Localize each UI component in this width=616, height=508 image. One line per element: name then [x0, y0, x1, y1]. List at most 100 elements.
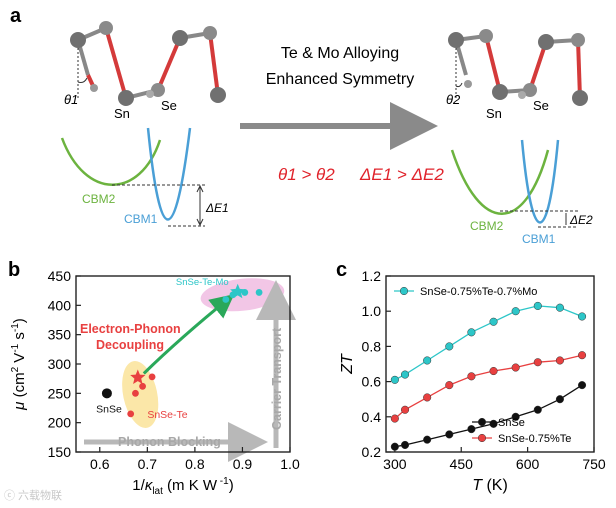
panel-c-xlabel: T (K) — [472, 477, 508, 494]
panel-c-xtick-label: 750 — [582, 456, 606, 472]
theta-relation: θ1 > θ2 — [278, 165, 335, 184]
star-marker-2 — [230, 283, 246, 299]
energy-relation: ΔE1 > ΔE2 — [359, 165, 444, 184]
panel-b-xtick-label: 1.0 — [280, 456, 300, 472]
panel-b-xlabel: 1/κlat (m K W -1) — [132, 476, 233, 497]
point-snse — [578, 381, 587, 390]
panel-c-ytick-label: 0.2 — [362, 444, 382, 460]
decoupling-arrow — [142, 294, 235, 375]
point-snse-te-mo — [255, 289, 263, 296]
panel-b-ylabel: μ (cm2 V-1 s-1) — [10, 318, 28, 411]
panel-b-ytick-label: 150 — [48, 444, 72, 460]
star-marker-1 — [130, 369, 146, 384]
cbm2-curve-left — [60, 137, 162, 186]
cbm2-label-left: CBM2 — [82, 192, 116, 206]
panel-c-axes: 300 450 600 750 0.2 0.4 0.6 0.8 1.0 1.2 ZT T (K) — [339, 268, 606, 494]
point-snse-0-75-te-0-7-mo — [423, 356, 432, 365]
point-snse — [555, 395, 564, 404]
panel-c-marks — [390, 301, 587, 451]
point-snse-0-75-te-0-7-mo — [578, 312, 587, 321]
sn-label-left: Sn — [114, 106, 130, 121]
legend-label-snse: SnSe — [498, 417, 525, 429]
point-snse — [533, 405, 542, 414]
point-snse-te — [132, 389, 139, 397]
point-snse-0-75-te-0-7-mo — [533, 301, 542, 310]
point-snse-0-75-te-0-7-mo — [511, 307, 520, 316]
panel-b-ytick-label: 250 — [48, 385, 72, 401]
line-snse — [394, 384, 583, 448]
watermark: ⓒ 六载物联 — [4, 490, 63, 502]
sn-label-right: Sn — [486, 106, 502, 121]
point-snse-0-75-te — [511, 363, 520, 372]
delta-e1-label: ΔE1 — [205, 201, 229, 215]
alloying-text: Te & Mo Alloying — [281, 45, 399, 62]
point-snse-0-75-te-0-7-mo — [400, 370, 410, 379]
theta2-label: θ2 — [446, 92, 461, 107]
panel-b-xtick-label: 0.8 — [185, 456, 205, 472]
point-snse — [467, 425, 476, 434]
carrier-transport-label: Carrier Transport — [270, 327, 284, 430]
legend-label-snse-0-75-te-0-7-mo: SnSe-0.75%Te-0.7%Mo — [420, 286, 537, 298]
point-snse-0-75-te-0-7-mo — [489, 317, 498, 326]
phonon-blocking-label: Phonon Blocking — [118, 435, 221, 449]
line-snse-0-75-te — [394, 354, 583, 420]
panel-b-ytick-label: 450 — [48, 268, 72, 284]
point-snse-0-75-te — [533, 358, 542, 367]
point-snse — [101, 388, 112, 399]
point-snse-te — [127, 410, 135, 418]
panel-c-xtick-label: 450 — [450, 456, 474, 472]
point-snse — [423, 435, 432, 444]
legend-marker-snse-0-75-te-0-7-mo — [399, 286, 409, 296]
se-label-left: Se — [161, 98, 177, 113]
point-snse — [390, 442, 399, 451]
point-snse-0-75-te-0-7-mo — [390, 375, 399, 384]
decoupling-label-line1: Electron-Phonon — [80, 322, 181, 336]
panel-c-ytick-label: 1.2 — [362, 268, 382, 284]
cbm2-label-right: CBM2 — [470, 219, 504, 233]
panel-c-ytick-label: 0.8 — [362, 338, 382, 354]
point-snse — [400, 440, 410, 450]
panel-b-ytick-label: 350 — [48, 327, 72, 343]
decoupling-label-line2: Decoupling — [96, 338, 164, 352]
point-snse-0-75-te-0-7-mo — [467, 328, 476, 337]
panel-b-xtick-label: 0.7 — [138, 456, 158, 472]
point-snse-0-75-te — [489, 366, 498, 376]
crystal-structure-right — [448, 29, 588, 106]
point-snse-0-75-te — [400, 405, 410, 414]
point-snse-te — [139, 382, 146, 390]
legend-marker-snse-0-75-te — [477, 433, 487, 443]
legend-marker-snse — [477, 417, 487, 427]
panel-b-ytick-label: 200 — [48, 415, 72, 431]
band-diagram-right — [450, 139, 578, 228]
line-snse-0-75-te-0-7-mo — [394, 305, 583, 381]
series-label-snse: SnSe — [96, 403, 122, 415]
panel-c-plot-frame — [385, 275, 595, 453]
panel-a: a θ1 Sn Se Te & Mo Alloying — [10, 5, 593, 246]
series-label-snse-te: SnSe-Te — [147, 409, 187, 421]
cbm1-curve-left — [146, 127, 192, 221]
panel-b-xtick-label: 0.9 — [233, 456, 253, 472]
crystal-structure-left — [70, 21, 226, 106]
cbm2-curve-right — [450, 149, 550, 215]
cbm1-curve-right — [520, 139, 560, 224]
point-snse — [445, 430, 454, 439]
point-snse-0-75-te — [445, 381, 454, 390]
panel-b-axes: 0.6 0.7 0.8 0.9 1.0 150 200 250 300 350 400 450 μ (c… — [10, 268, 300, 497]
point-snse-0-75-te — [555, 356, 564, 365]
delta-e2-label: ΔE2 — [569, 213, 593, 227]
panel-b-ytick-label: 400 — [48, 297, 72, 313]
point-snse-0-75-te-0-7-mo — [555, 303, 564, 312]
point-snse-0-75-te — [578, 351, 587, 360]
point-snse-0-75-te — [467, 372, 476, 381]
panel-c-ytick-label: 0.4 — [362, 409, 382, 425]
cbm1-label-left: CBM1 — [124, 212, 158, 226]
panel-b-label: b — [8, 259, 20, 281]
point-snse-0-75-te-0-7-mo — [445, 342, 454, 351]
cbm1-label-right: CBM1 — [522, 232, 556, 246]
panel-b-xtick-label: 0.6 — [90, 456, 110, 472]
panel-c-ytick-label: 0.6 — [362, 374, 382, 390]
panel-a-label: a — [10, 5, 22, 27]
